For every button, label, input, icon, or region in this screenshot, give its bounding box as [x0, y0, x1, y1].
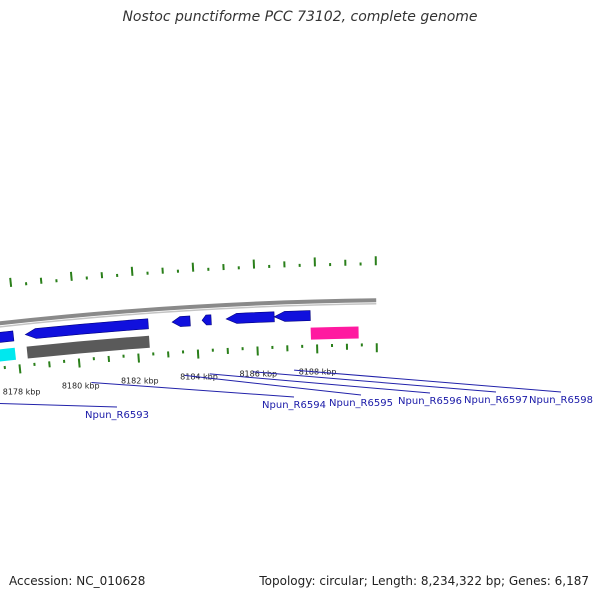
callout-line — [184, 374, 362, 396]
outer-tick — [130, 266, 134, 276]
gene-callouts: Npun_R6593 Npun_R6594 Npun_R6595 Npun_R6596… — [0, 369, 593, 421]
gene-label[interactable]: Npun_R6598 — [529, 395, 593, 406]
callout-line — [0, 402, 118, 408]
outer-tick — [9, 277, 13, 287]
outer-tick-track — [9, 256, 377, 287]
feature-band-cyan[interactable] — [0, 347, 16, 386]
feature-track — [0, 326, 359, 386]
gene-arrow-npun_r6596[interactable] — [201, 314, 212, 326]
callout-line — [294, 369, 562, 393]
outer-tick — [39, 277, 43, 284]
gene-label[interactable]: Npun_R6596 — [398, 396, 462, 407]
map-title: Nostoc punctiforme PCC 73102, complete g… — [122, 9, 478, 25]
inner-tick — [196, 349, 200, 359]
gene-track — [0, 310, 311, 365]
accession-text: Accession: NC_010628 — [9, 574, 146, 588]
feature-band-magenta[interactable] — [310, 326, 359, 340]
genome-backbone — [0, 298, 377, 328]
genome-summary-text: Topology: circular; Length: 8,234,322 bp… — [259, 574, 589, 588]
callout-line — [91, 382, 295, 398]
inner-tick — [137, 353, 140, 363]
backbone-inner-line — [0, 303, 377, 328]
gene-arrow-npun_r6595[interactable] — [171, 315, 191, 327]
inner-tick — [77, 358, 81, 368]
axis-tick-label: 8186 kbp — [239, 370, 277, 379]
inner-tick-track — [3, 343, 378, 374]
feature-band-gray[interactable] — [26, 335, 150, 359]
gene-label[interactable]: Npun_R6593 — [85, 410, 149, 421]
gene-label[interactable]: Npun_R6597 — [464, 395, 528, 406]
gene-arrow-npun_r6594[interactable] — [24, 318, 149, 339]
axis-tick-label: 8180 kbp — [62, 381, 100, 390]
gene-arrow-npun_r6593[interactable] — [0, 330, 15, 365]
backbone-outer-line — [0, 298, 377, 326]
outer-tick — [69, 271, 73, 281]
callout-line — [252, 371, 497, 393]
inner-tick — [48, 361, 51, 368]
callout-line — [209, 373, 431, 394]
gene-label[interactable]: Npun_R6594 — [262, 400, 326, 411]
inner-tick — [18, 364, 22, 374]
axis-tick-label: 8178 kbp — [3, 387, 41, 396]
gene-label[interactable]: Npun_R6595 — [329, 398, 393, 409]
gene-arrow-npun_r6598[interactable] — [273, 310, 311, 322]
gene-arrow-npun_r6597[interactable] — [225, 311, 275, 324]
axis-tick-label: 8182 kbp — [121, 377, 159, 386]
outer-tick — [191, 262, 195, 272]
